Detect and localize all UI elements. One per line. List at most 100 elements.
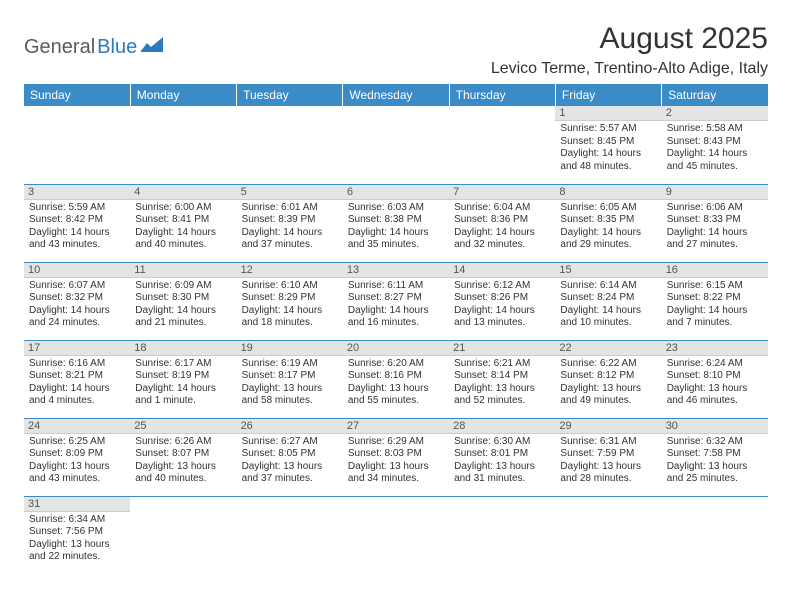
daylight-line: Daylight: 13 hours — [135, 461, 231, 474]
sunset-line: Sunset: 8:41 PM — [135, 214, 231, 227]
sunset-line: Sunset: 8:10 PM — [667, 370, 763, 383]
calendar-week: 24Sunrise: 6:25 AMSunset: 8:09 PMDayligh… — [24, 418, 768, 496]
sunset-line: Sunset: 7:56 PM — [29, 526, 125, 539]
day-number: 1 — [555, 106, 661, 121]
daylight-line: and 1 minute. — [135, 395, 231, 408]
daylight-line: and 25 minutes. — [667, 473, 763, 486]
calendar-week: 31Sunrise: 6:34 AMSunset: 7:56 PMDayligh… — [24, 496, 768, 574]
day-number: 11 — [130, 263, 236, 278]
calendar-cell: 26Sunrise: 6:27 AMSunset: 8:05 PMDayligh… — [237, 418, 343, 496]
daylight-line: and 48 minutes. — [560, 161, 656, 174]
day-number: 18 — [130, 341, 236, 356]
daylight-line: and 37 minutes. — [242, 473, 338, 486]
daylight-line: and 52 minutes. — [454, 395, 550, 408]
daylight-line: and 31 minutes. — [454, 473, 550, 486]
sunset-line: Sunset: 8:05 PM — [242, 448, 338, 461]
sunrise-line: Sunrise: 6:00 AM — [135, 202, 231, 215]
daylight-line: Daylight: 13 hours — [454, 383, 550, 396]
day-number: 16 — [662, 263, 768, 278]
sunset-line: Sunset: 8:43 PM — [667, 136, 763, 149]
sunrise-line: Sunrise: 6:21 AM — [454, 358, 550, 371]
sunset-line: Sunset: 8:24 PM — [560, 292, 656, 305]
daylight-line: and 58 minutes. — [242, 395, 338, 408]
sunset-line: Sunset: 8:22 PM — [667, 292, 763, 305]
daylight-line: Daylight: 14 hours — [135, 305, 231, 318]
sunrise-line: Sunrise: 6:19 AM — [242, 358, 338, 371]
day-number: 6 — [343, 185, 449, 200]
calendar-cell — [343, 106, 449, 184]
day-number: 15 — [555, 263, 661, 278]
daylight-line: Daylight: 14 hours — [667, 148, 763, 161]
calendar-cell: 9Sunrise: 6:06 AMSunset: 8:33 PMDaylight… — [662, 184, 768, 262]
location-subtitle: Levico Terme, Trentino-Alto Adige, Italy — [491, 60, 768, 78]
daylight-line: Daylight: 14 hours — [29, 305, 125, 318]
daylight-line: and 35 minutes. — [348, 239, 444, 252]
calendar-cell: 31Sunrise: 6:34 AMSunset: 7:56 PMDayligh… — [24, 496, 130, 574]
sunrise-line: Sunrise: 6:30 AM — [454, 436, 550, 449]
calendar-cell: 21Sunrise: 6:21 AMSunset: 8:14 PMDayligh… — [449, 340, 555, 418]
calendar-cell: 19Sunrise: 6:19 AMSunset: 8:17 PMDayligh… — [237, 340, 343, 418]
daylight-line: and 29 minutes. — [560, 239, 656, 252]
day-number: 2 — [662, 106, 768, 121]
day-number: 25 — [130, 419, 236, 434]
logo-text-general: General — [24, 36, 95, 59]
daylight-line: Daylight: 13 hours — [560, 383, 656, 396]
sunset-line: Sunset: 8:26 PM — [454, 292, 550, 305]
daylight-line: Daylight: 13 hours — [667, 461, 763, 474]
daylight-line: Daylight: 13 hours — [29, 539, 125, 552]
daylight-line: Daylight: 14 hours — [29, 383, 125, 396]
day-number: 12 — [237, 263, 343, 278]
sunrise-line: Sunrise: 6:01 AM — [242, 202, 338, 215]
sunset-line: Sunset: 8:27 PM — [348, 292, 444, 305]
daylight-line: Daylight: 13 hours — [348, 461, 444, 474]
daylight-line: Daylight: 13 hours — [560, 461, 656, 474]
sunset-line: Sunset: 8:16 PM — [348, 370, 444, 383]
day-number: 31 — [24, 497, 130, 512]
day-number: 20 — [343, 341, 449, 356]
sunrise-line: Sunrise: 6:15 AM — [667, 280, 763, 293]
day-header: Friday — [555, 84, 661, 106]
daylight-line: and 28 minutes. — [560, 473, 656, 486]
calendar-cell — [237, 496, 343, 574]
sunset-line: Sunset: 8:35 PM — [560, 214, 656, 227]
day-number: 19 — [237, 341, 343, 356]
daylight-line: Daylight: 14 hours — [560, 148, 656, 161]
daylight-line: and 4 minutes. — [29, 395, 125, 408]
calendar-cell: 22Sunrise: 6:22 AMSunset: 8:12 PMDayligh… — [555, 340, 661, 418]
sunset-line: Sunset: 8:07 PM — [135, 448, 231, 461]
calendar-cell: 23Sunrise: 6:24 AMSunset: 8:10 PMDayligh… — [662, 340, 768, 418]
sunset-line: Sunset: 7:59 PM — [560, 448, 656, 461]
calendar-cell: 25Sunrise: 6:26 AMSunset: 8:07 PMDayligh… — [130, 418, 236, 496]
daylight-line: and 10 minutes. — [560, 317, 656, 330]
day-header: Wednesday — [343, 84, 449, 106]
sunrise-line: Sunrise: 6:07 AM — [29, 280, 125, 293]
day-number: 4 — [130, 185, 236, 200]
calendar-cell: 2Sunrise: 5:58 AMSunset: 8:43 PMDaylight… — [662, 106, 768, 184]
daylight-line: Daylight: 14 hours — [454, 227, 550, 240]
daylight-line: and 24 minutes. — [29, 317, 125, 330]
day-header: Thursday — [449, 84, 555, 106]
sunset-line: Sunset: 8:01 PM — [454, 448, 550, 461]
day-number: 22 — [555, 341, 661, 356]
title-block: August 2025 Levico Terme, Trentino-Alto … — [491, 22, 768, 78]
day-number: 21 — [449, 341, 555, 356]
daylight-line: Daylight: 14 hours — [242, 305, 338, 318]
sunset-line: Sunset: 8:21 PM — [29, 370, 125, 383]
sunrise-line: Sunrise: 6:05 AM — [560, 202, 656, 215]
daylight-line: and 46 minutes. — [667, 395, 763, 408]
sunrise-line: Sunrise: 6:04 AM — [454, 202, 550, 215]
daylight-line: and 40 minutes. — [135, 473, 231, 486]
calendar-cell: 10Sunrise: 6:07 AMSunset: 8:32 PMDayligh… — [24, 262, 130, 340]
sunrise-line: Sunrise: 6:31 AM — [560, 436, 656, 449]
calendar-cell: 6Sunrise: 6:03 AMSunset: 8:38 PMDaylight… — [343, 184, 449, 262]
sunrise-line: Sunrise: 6:16 AM — [29, 358, 125, 371]
sunset-line: Sunset: 8:38 PM — [348, 214, 444, 227]
calendar-cell — [343, 496, 449, 574]
daylight-line: and 22 minutes. — [29, 551, 125, 564]
calendar-page: General Blue August 2025 Levico Terme, T… — [0, 0, 792, 574]
day-number: 13 — [343, 263, 449, 278]
sunset-line: Sunset: 8:29 PM — [242, 292, 338, 305]
daylight-line: Daylight: 13 hours — [29, 461, 125, 474]
daylight-line: Daylight: 14 hours — [560, 305, 656, 318]
day-number: 9 — [662, 185, 768, 200]
